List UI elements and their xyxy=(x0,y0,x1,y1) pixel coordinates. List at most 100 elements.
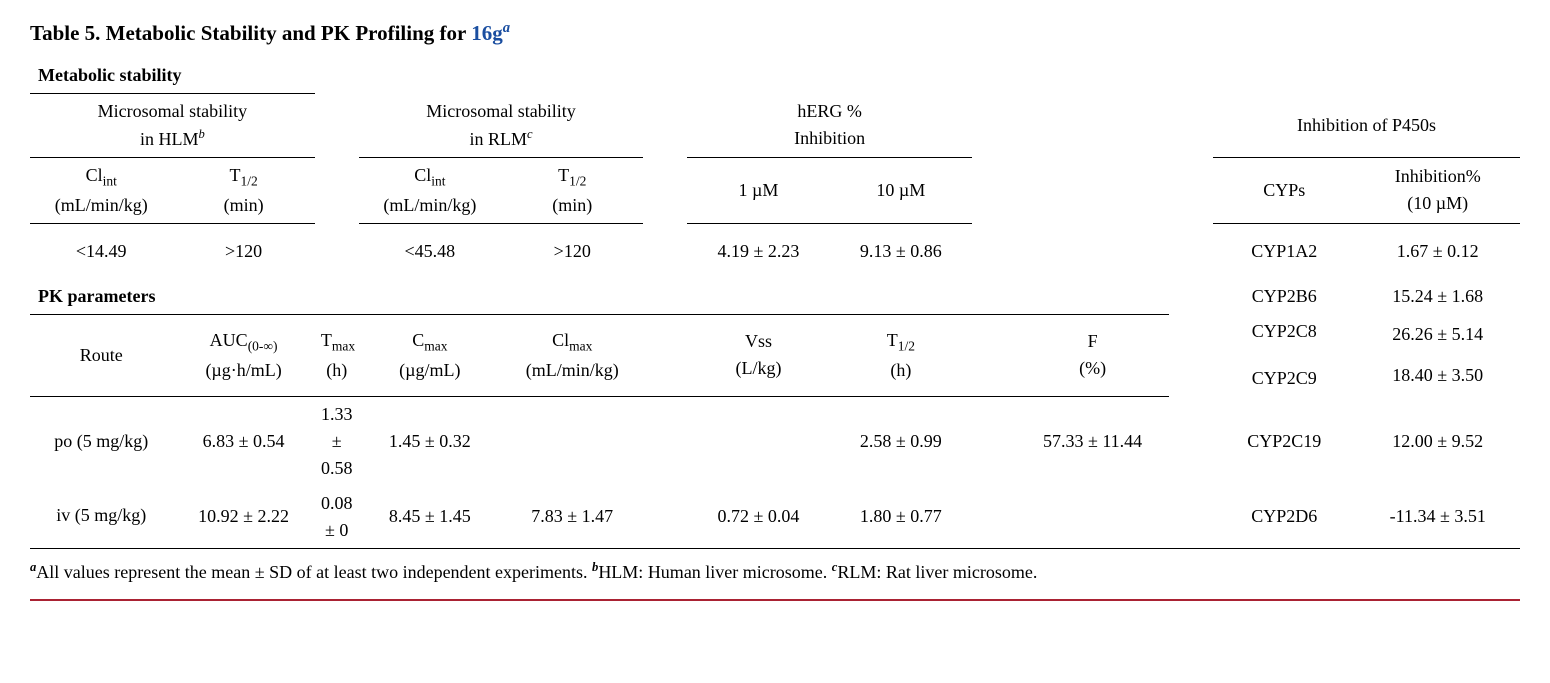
hdr-hlm: Microsomal stability in HLMb xyxy=(30,94,315,158)
val-hlm-clint: <14.49 xyxy=(30,223,172,279)
cyp2-val: 15.24 ± 1.68 xyxy=(1355,279,1520,315)
cmax-sub: max xyxy=(424,339,447,354)
hdr-hlm-thalf: T1/2 (min) xyxy=(172,158,314,224)
hdr-hlm-sup: b xyxy=(199,127,205,141)
thalf-unit: (min) xyxy=(224,195,264,215)
table-title: Table 5. Metabolic Stability and PK Prof… xyxy=(30,20,1520,46)
pk-po-f: 57.33 ± 11.44 xyxy=(1016,396,1169,486)
clmax-sym: Cl xyxy=(552,330,569,350)
cmax-unit: (µg/mL) xyxy=(399,360,460,380)
hdr-p450: Inhibition of P450s xyxy=(1213,94,1520,158)
pk-po-route: po (5 mg/kg) xyxy=(30,396,172,486)
val-hlm-thalf: >120 xyxy=(172,223,314,279)
footnotes: aAll values represent the mean ± SD of a… xyxy=(30,559,1520,585)
fn-a: All values represent the mean ± SD of at… xyxy=(36,562,592,582)
cyp6-name: CYP2D6 xyxy=(1213,486,1355,549)
cmax-sym: C xyxy=(412,330,424,350)
pkthalf-sym: T xyxy=(887,330,898,350)
pkthalf-unit: (h) xyxy=(890,360,911,380)
clmax-unit: (mL/min/kg) xyxy=(526,360,619,380)
pk-iv-tmax: 0.08 ± 0 xyxy=(315,486,359,549)
cyp3-val: 26.26 ± 5.14 xyxy=(1355,314,1520,355)
thalf-sym: T xyxy=(229,165,240,185)
title-prefix: Table 5. Metabolic Stability and PK Prof… xyxy=(30,21,471,45)
val-herg-10um: 9.13 ± 0.86 xyxy=(830,223,972,279)
hdr-vss: Vss (L/kg) xyxy=(687,314,829,396)
hdr-route: Route xyxy=(30,314,172,396)
auc-unit: (µg·h/mL) xyxy=(205,360,281,380)
hdr-herg-l2: Inhibition xyxy=(794,128,865,148)
tmax-unit: (h) xyxy=(326,360,347,380)
compound-id: 16g xyxy=(471,21,503,45)
cyp1-val: 1.67 ± 0.12 xyxy=(1355,223,1520,279)
pk-po-thalf: 2.58 ± 0.99 xyxy=(830,396,972,486)
hdr-cmax: Cmax (µg/mL) xyxy=(359,314,501,396)
clint-unit2: (mL/min/kg) xyxy=(383,195,476,215)
cyp5-val: 12.00 ± 9.52 xyxy=(1355,396,1520,486)
cyp5-name: CYP2C19 xyxy=(1213,396,1355,486)
clint-unit: (mL/min/kg) xyxy=(55,195,148,215)
hdr-auc: AUC(0-∞) (µg·h/mL) xyxy=(172,314,314,396)
pk-po-clmax xyxy=(501,396,643,486)
hdr-rlm-clint: Clint (mL/min/kg) xyxy=(359,158,501,224)
cyp3-name: CYP2C8 xyxy=(1213,314,1355,355)
pk-po-vss xyxy=(687,396,829,486)
val-rlm-clint: <45.48 xyxy=(359,223,501,279)
section-heading-pk-parameters: PK parameters xyxy=(38,286,155,306)
pk-iv-clmax: 7.83 ± 1.47 xyxy=(501,486,643,549)
hdr-herg-l1: hERG % xyxy=(797,101,862,121)
pk-iv-cmax: 8.45 ± 1.45 xyxy=(359,486,501,549)
hdr-rlm-l2: in RLM xyxy=(469,129,527,149)
hdr-rlm-thalf: T1/2 (min) xyxy=(501,158,643,224)
thalf-unit2: (min) xyxy=(552,195,592,215)
cyp1-name: CYP1A2 xyxy=(1213,223,1355,279)
cyp2-name: CYP2B6 xyxy=(1213,279,1355,315)
pkthalf-sub: 1/2 xyxy=(898,339,915,354)
pk-iv-thalf: 1.80 ± 0.77 xyxy=(830,486,972,549)
val-rlm-thalf: >120 xyxy=(501,223,643,279)
pk-iv-f xyxy=(1016,486,1169,549)
bottom-rule xyxy=(30,599,1520,601)
inhpct-l2: (10 µM) xyxy=(1407,193,1468,213)
hdr-f: F (%) xyxy=(1016,314,1169,396)
pk-po-cmax: 1.45 ± 0.32 xyxy=(359,396,501,486)
clmax-sub: max xyxy=(569,339,592,354)
hdr-hlm-l1: Microsomal stability xyxy=(98,101,247,121)
thalf-sym2: T xyxy=(558,165,569,185)
hdr-1um: 1 µM xyxy=(687,158,829,224)
hdr-hlm-clint: Clint (mL/min/kg) xyxy=(30,158,172,224)
fn-c: RLM: Rat liver microsome. xyxy=(837,562,1037,582)
hdr-pk-thalf: T1/2 (h) xyxy=(830,314,972,396)
thalf-sub: 1/2 xyxy=(240,174,257,189)
hdr-tmax: Tmax (h) xyxy=(315,314,359,396)
pk-po-tmax: 1.33 ± 0.58 xyxy=(315,396,359,486)
auc-sym: AUC xyxy=(210,330,248,350)
hdr-rlm: Microsomal stability in RLMc xyxy=(359,94,644,158)
vss-unit: (L/kg) xyxy=(735,358,781,378)
title-compound: 16ga xyxy=(471,21,510,45)
clint-sym2: Cl xyxy=(414,165,431,185)
fn-b: HLM: Human liver microsome. xyxy=(598,562,831,582)
hdr-inhpct: Inhibition% (10 µM) xyxy=(1355,158,1520,224)
pk-po-auc: 6.83 ± 0.54 xyxy=(172,396,314,486)
data-table: Metabolic stability Microsomal stability… xyxy=(30,58,1520,549)
vss-sym: Vss xyxy=(745,331,772,351)
clint-sub2: int xyxy=(431,174,445,189)
hdr-cyps: CYPs xyxy=(1213,158,1355,224)
clint-sym: Cl xyxy=(86,165,103,185)
cyp4-val: 18.40 ± 3.50 xyxy=(1355,355,1520,396)
hdr-rlm-sup: c xyxy=(527,127,533,141)
pk-iv-auc: 10.92 ± 2.22 xyxy=(172,486,314,549)
val-herg-1um: 4.19 ± 2.23 xyxy=(687,223,829,279)
clint-sub: int xyxy=(103,174,117,189)
cyp4-name: CYP2C9 xyxy=(1213,355,1355,396)
cyp6-val: -11.34 ± 3.51 xyxy=(1355,486,1520,549)
hdr-hlm-l2: in HLM xyxy=(140,129,199,149)
pk-iv-vss: 0.72 ± 0.04 xyxy=(687,486,829,549)
inhpct-l1: Inhibition% xyxy=(1395,166,1481,186)
f-sym: F xyxy=(1088,331,1098,351)
auc-sub: (0-∞) xyxy=(248,339,278,354)
hdr-10um: 10 µM xyxy=(830,158,972,224)
tmax-sym: T xyxy=(321,330,332,350)
hdr-rlm-l1: Microsomal stability xyxy=(426,101,575,121)
